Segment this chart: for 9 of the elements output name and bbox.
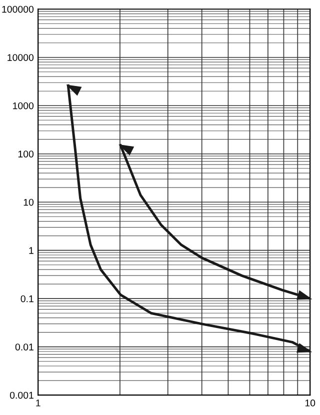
y-tick-label: 10000 <box>8 54 34 61</box>
y-tick-label: 100 <box>18 150 34 158</box>
y-tick-label: 1 <box>29 247 34 254</box>
y-tick-label: 1000 <box>13 102 34 110</box>
y-tick-label: 0.1 <box>20 295 34 302</box>
y-tick-label: 100000 <box>2 6 34 13</box>
y-tick-label: 0.01 <box>15 344 34 350</box>
y-tick-label: 10 <box>24 198 34 206</box>
y-tick-label: 0.001 <box>10 392 34 399</box>
